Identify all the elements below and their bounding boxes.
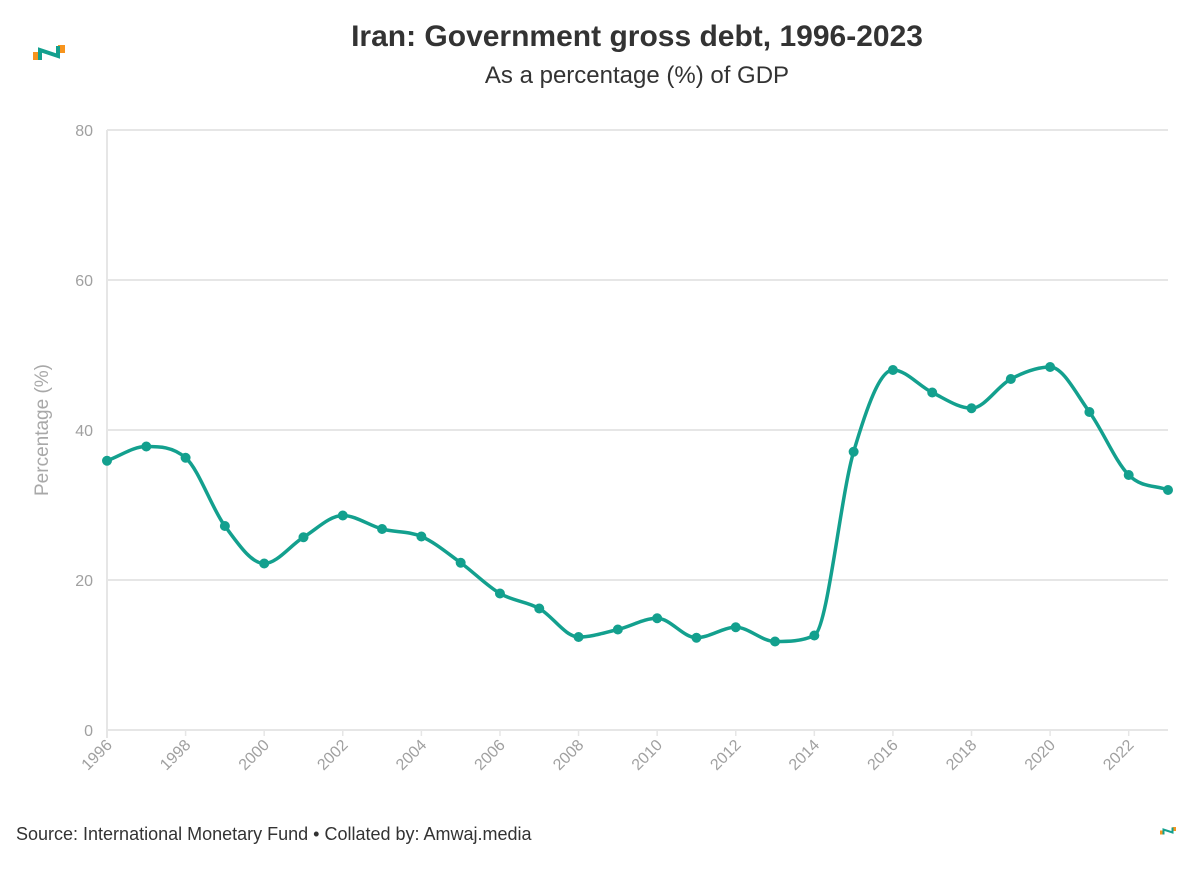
x-tick-label: 2016 <box>865 737 902 774</box>
y-tick-label: 80 <box>75 123 93 140</box>
amwaj-logo <box>33 45 65 60</box>
x-tick-label: 2006 <box>472 737 509 774</box>
y-tick-label: 40 <box>75 423 93 440</box>
series-line <box>105 365 1170 644</box>
x-tick-label: 2004 <box>393 737 430 774</box>
data-point <box>337 510 348 521</box>
y-tick-label: 60 <box>75 273 93 290</box>
data-point <box>887 365 898 375</box>
data-point <box>141 441 152 452</box>
y-axis-label: Percentage (%) <box>32 364 53 496</box>
data-point <box>927 387 938 398</box>
data-point <box>416 531 427 542</box>
chart-subtitle: As a percentage (%) of GDP <box>484 62 790 89</box>
x-tick-label: 1996 <box>79 737 116 774</box>
data-point <box>180 452 191 463</box>
data-point <box>494 588 505 599</box>
data-point <box>966 403 977 414</box>
x-tick-label: 2020 <box>1022 737 1059 774</box>
data-point <box>1123 470 1134 480</box>
x-tick-label: 2010 <box>629 737 666 774</box>
y-tick-label: 0 <box>84 723 93 740</box>
data-point <box>455 557 466 568</box>
x-tick-label: 2022 <box>1100 737 1137 774</box>
x-tick-label: 2012 <box>707 737 744 774</box>
data-point <box>652 613 663 624</box>
data-point <box>809 630 820 641</box>
data-point <box>770 636 781 647</box>
data-point <box>1084 407 1095 417</box>
data-point <box>691 632 702 643</box>
chart-title: Iran: Government gross debt, 1996-2023 <box>351 20 923 53</box>
x-tick-label: 2008 <box>550 737 587 774</box>
data-point <box>377 524 388 534</box>
data-point <box>612 624 623 635</box>
y-tick-label: 20 <box>75 573 93 590</box>
data-point <box>1163 485 1173 495</box>
data-point <box>1045 362 1056 372</box>
amwaj-logo-small <box>1160 827 1176 835</box>
data-point <box>298 532 309 543</box>
x-tick-label: 2000 <box>236 737 273 774</box>
data-point <box>1005 374 1016 384</box>
data-point <box>730 622 741 633</box>
x-tick-label: 1998 <box>157 737 194 774</box>
x-tick-label: 2014 <box>786 737 823 774</box>
data-point <box>259 558 270 569</box>
data-point <box>573 632 584 642</box>
data-point <box>534 603 545 614</box>
data-point <box>219 521 230 531</box>
data-point <box>848 446 859 457</box>
x-tick-label: 2018 <box>943 737 980 774</box>
data-point <box>102 455 112 466</box>
x-tick-label: 2002 <box>314 737 351 774</box>
source-note: Source: International Monetary Fund • Co… <box>16 824 532 844</box>
